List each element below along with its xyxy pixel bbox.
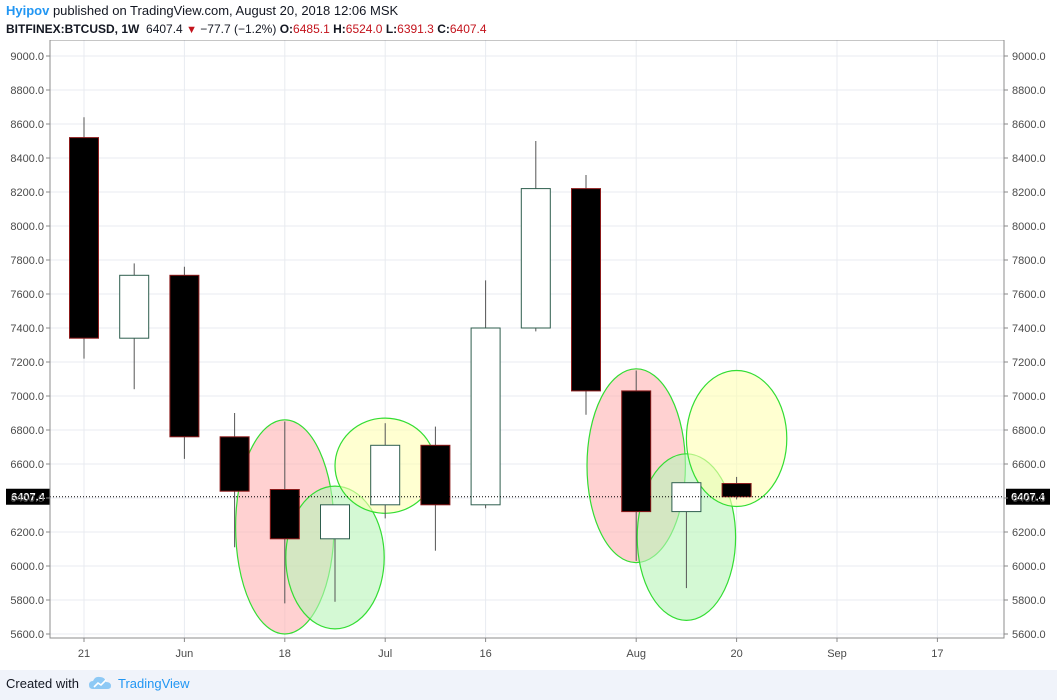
y-tick-label-left: 7000.0 [10,391,44,403]
y-tick-label-left: 5800.0 [10,595,44,607]
y-tick-label-right: 6200.0 [1012,527,1046,539]
high-value: 6524.0 [345,22,383,36]
y-tick-label-left: 8200.0 [10,187,44,199]
candle-body-down [269,489,300,540]
last-price-label-left: 6407.4 [11,492,46,504]
low-label: L: [385,22,398,36]
last-price-tag-left [6,488,50,505]
y-tick-label-left: 7200.0 [10,357,44,369]
x-tick-label: Aug [626,648,646,660]
y-axis[interactable]: 9000.0 9000.0 8800.0 8800.0 8600.0 8600.0 8400… [10,51,1045,641]
y-tick-label-left: 7800.0 [10,255,44,267]
candlestick-chart[interactable]: 6407.4 6407.4 9000.0 9000.0 8800.0 8800.0 860… [0,40,1057,670]
y-tick-label-right: 7600.0 [1012,289,1046,301]
close-label: C: [437,22,450,36]
y-tick-label-right: 5800.0 [1012,595,1046,607]
annotation-ellipse-yellow[interactable] [685,369,788,508]
chart-header: Hyipov published on TradingView.com, Aug… [0,0,1057,40]
x-tick-label: Jul [378,648,392,660]
y-tick-label-right: 8800.0 [1012,85,1046,97]
y-tick-label-right: 6600.0 [1012,459,1046,471]
candle-body-up [119,274,150,339]
close-value: 6407.4 [449,22,487,36]
open-label: O: [279,22,294,36]
last-price-label-right: 6407.4 [1011,492,1046,504]
last-price-text: 6407.4 [146,22,183,36]
y-tick-label-left: 6400.0 [10,493,44,505]
y-tick-label-right: 6800.0 [1012,425,1046,437]
y-tick-label-right: 7200.0 [1012,357,1046,369]
tradingview-link[interactable]: TradingView [118,676,190,691]
x-tick-label: Sep [827,648,847,660]
created-with-text: Created with [6,676,79,691]
x-tick-label: 17 [931,648,943,660]
publish-line: Hyipov published on TradingView.com, Aug… [6,3,398,18]
candle-body-down [721,483,752,498]
x-axis[interactable]: 21 Jun 18 Jul 16 Aug 20 Sep 17 [78,638,944,660]
plot-frame [49,40,1005,639]
y-tick-label-right: 5600.0 [1012,629,1046,641]
x-tick-label: 18 [279,648,291,660]
y-tick-label-right: 8400.0 [1012,153,1046,165]
candles-layer [69,117,752,604]
footer: Created with TradingView [0,670,1057,700]
y-tick-label-right: 7400.0 [1012,323,1046,335]
y-tick-label-right: 8200.0 [1012,187,1046,199]
y-tick-label-left: 6600.0 [10,459,44,471]
chart-background [0,40,1057,670]
last-price-line-layer: 6407.4 6407.4 [6,488,1050,505]
down-arrow-icon: ▼ [186,24,197,36]
candle-body-down [219,436,250,492]
y-tick-label-left: 7600.0 [10,289,44,301]
author-link[interactable]: Hyipov [6,3,50,18]
x-tick-label: 20 [730,648,742,660]
y-tick-label-left: 6000.0 [10,561,44,573]
plot-border [49,40,1005,639]
y-tick-label-left: 8600.0 [10,119,44,131]
y-tick-label-right: 8000.0 [1012,221,1046,233]
candle-body-up [520,188,551,329]
y-tick-label-left: 6800.0 [10,425,44,437]
candle-body-up [370,444,401,506]
published-text: published on TradingView.com, August 20,… [49,3,399,18]
y-tick-label-left: 8800.0 [10,85,44,97]
symbol-line: BITFINEX:BTCUSD, 1W 6407.4 ▼ −77.7 (−1.2… [6,22,487,36]
x-tick-label: Jun [176,648,194,660]
open-value: 6485.1 [293,22,330,36]
candle-body-down [571,188,601,392]
y-tick-label-left: 8000.0 [10,221,44,233]
y-tick-label-left: 5600.0 [10,629,44,641]
y-tick-label-left: 6200.0 [10,527,44,539]
y-tick-label-left: 7400.0 [10,323,44,335]
high-label: H: [333,22,346,36]
candle-body-down [169,274,200,438]
price-change: −77.7 (−1.2%) [200,22,277,36]
y-tick-label-right: 6400.0 [1012,493,1046,505]
y-tick-label-left: 8400.0 [10,153,44,165]
y-tick-label-right: 7000.0 [1012,391,1046,403]
x-tick-label: 16 [479,648,491,660]
y-tick-label-right: 9000.0 [1012,51,1046,63]
symbol-timeframe: BITFINEX:BTCUSD, 1W [6,22,140,36]
candle-body-down [420,444,451,506]
candle-body-down [621,390,652,513]
y-tick-label-right: 8600.0 [1012,119,1046,131]
candle-body-down [69,137,99,339]
tradingview-cloud-icon[interactable] [88,674,112,694]
candle-body-up [320,504,350,540]
grid-lines [50,40,1004,638]
candle-body-up [470,327,501,506]
y-tick-label-right: 7800.0 [1012,255,1046,267]
last-price-tag-right [1006,488,1050,505]
x-tick-label: 21 [78,648,90,660]
low-value: 6391.3 [397,22,434,36]
y-tick-label-left: 9000.0 [10,51,44,63]
y-tick-label-right: 6000.0 [1012,561,1046,573]
